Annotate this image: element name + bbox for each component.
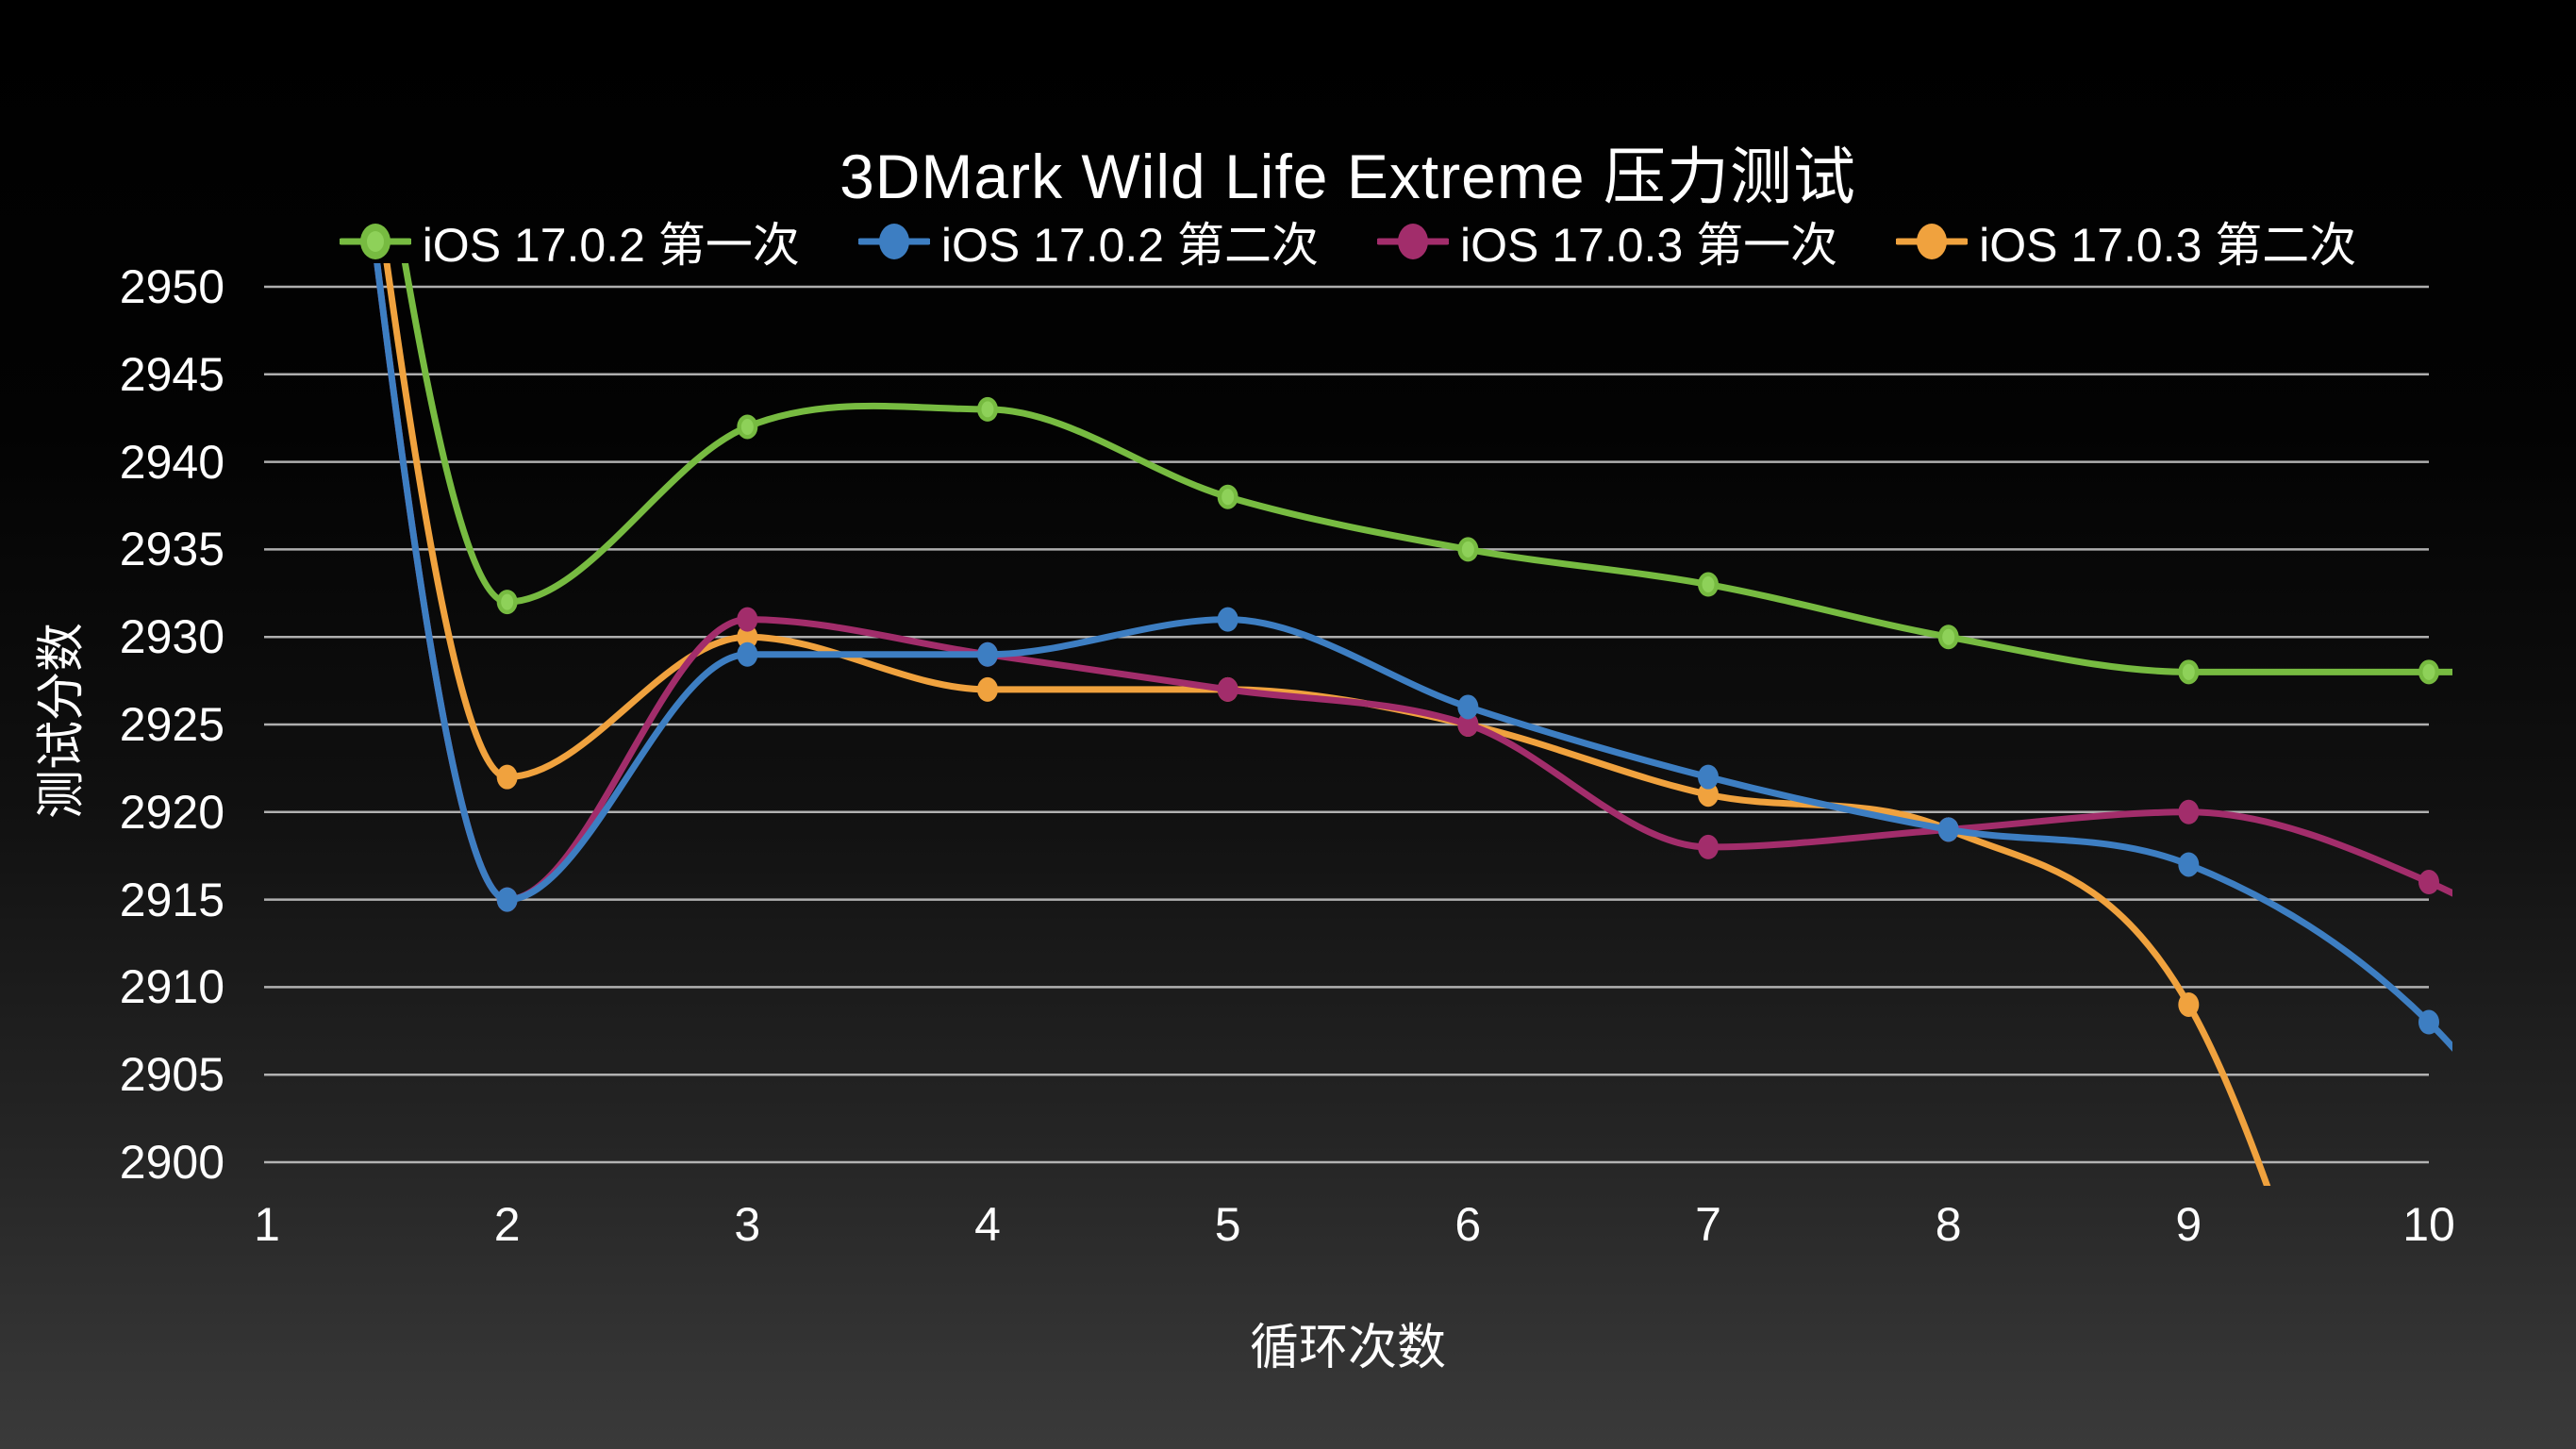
data-point[interactable] bbox=[1698, 834, 1719, 859]
data-point[interactable] bbox=[1698, 782, 1719, 808]
series-line bbox=[374, 263, 2452, 1052]
legend-item-3[interactable]: iOS 17.0.3 第二次 bbox=[1896, 208, 2356, 275]
x-axis-title: 循环次数 bbox=[1249, 1321, 1446, 1375]
y-tick-2900: 2900 bbox=[119, 1136, 224, 1189]
data-point[interactable] bbox=[977, 676, 998, 702]
y-tick-2905: 2905 bbox=[119, 1048, 224, 1102]
data-point[interactable] bbox=[2178, 799, 2200, 824]
series-iOS 17.0.2 第一次 bbox=[401, 263, 2452, 685]
x-tick-7: 7 bbox=[1695, 1198, 1721, 1251]
legend-marker-icon bbox=[1896, 224, 1969, 259]
data-point[interactable] bbox=[737, 625, 758, 650]
data-point-center bbox=[2422, 663, 2435, 680]
y-axis-title: 测试分数 bbox=[34, 622, 90, 820]
data-point[interactable] bbox=[2418, 870, 2439, 895]
data-point[interactable] bbox=[1217, 607, 1238, 632]
data-point[interactable] bbox=[1457, 694, 1479, 720]
series-iOS 17.0.2 第二次 bbox=[374, 263, 2452, 1052]
data-point-center bbox=[981, 401, 994, 418]
data-point-center bbox=[1942, 628, 1955, 645]
data-point[interactable] bbox=[2178, 991, 2200, 1017]
x-tick-8: 8 bbox=[1935, 1198, 1962, 1251]
series-line bbox=[401, 263, 2452, 675]
legend-label: iOS 17.0.3 第一次 bbox=[1460, 219, 1838, 272]
data-point-center bbox=[740, 418, 754, 435]
series-line bbox=[374, 263, 2452, 904]
legend-label: iOS 17.0.3 第二次 bbox=[1979, 219, 2357, 272]
x-tick-1: 1 bbox=[254, 1198, 280, 1251]
y-tick-2920: 2920 bbox=[119, 785, 224, 839]
data-point-center bbox=[501, 593, 514, 610]
data-point-center bbox=[1222, 489, 1235, 506]
x-tick-3: 3 bbox=[734, 1198, 761, 1251]
data-point[interactable] bbox=[2418, 1009, 2439, 1035]
data-point[interactable] bbox=[1937, 817, 1959, 842]
y-tick-2950: 2950 bbox=[119, 260, 224, 313]
y-tick-2910: 2910 bbox=[119, 960, 224, 1014]
data-point[interactable] bbox=[1698, 764, 1719, 790]
y-tick-2925: 2925 bbox=[119, 698, 224, 751]
gridlines bbox=[264, 285, 2429, 1164]
data-point[interactable] bbox=[737, 641, 758, 667]
series-line bbox=[383, 263, 2271, 1186]
legend: iOS 17.0.2 第一次 iOS 17.0.2 第二次 iOS 17.0.3 第… bbox=[173, 204, 2523, 279]
data-point[interactable] bbox=[496, 887, 518, 912]
y-tick-2915: 2915 bbox=[119, 873, 224, 926]
legend-marker-icon bbox=[1377, 224, 1449, 259]
x-tick-9: 9 bbox=[2175, 1198, 2202, 1251]
y-tick-2940: 2940 bbox=[119, 435, 224, 489]
legend-label: iOS 17.0.2 第一次 bbox=[422, 219, 800, 272]
y-tick-2935: 2935 bbox=[119, 523, 224, 576]
legend-label: iOS 17.0.2 第二次 bbox=[940, 219, 1319, 272]
x-tick-2: 2 bbox=[493, 1198, 521, 1251]
data-point[interactable] bbox=[1457, 712, 1479, 737]
x-tick-10: 10 bbox=[2402, 1198, 2455, 1251]
legend-item-2[interactable]: iOS 17.0.3 第一次 bbox=[1377, 208, 1837, 275]
x-tick-4: 4 bbox=[974, 1198, 1001, 1251]
x-tick-5: 5 bbox=[1214, 1198, 1241, 1251]
legend-marker-icon bbox=[339, 224, 411, 259]
data-point-center bbox=[1702, 576, 1715, 593]
data-point[interactable] bbox=[2178, 852, 2200, 877]
legend-marker-icon bbox=[857, 224, 930, 259]
data-point-center bbox=[2182, 663, 2195, 680]
data-point[interactable] bbox=[496, 764, 518, 790]
y-tick-2930: 2930 bbox=[119, 610, 224, 664]
data-point-center bbox=[1461, 541, 1474, 558]
legend-item-1[interactable]: iOS 17.0.2 第二次 bbox=[857, 208, 1319, 275]
x-tick-6: 6 bbox=[1454, 1198, 1482, 1251]
legend-item-0[interactable]: iOS 17.0.2 第一次 bbox=[339, 208, 800, 275]
data-point[interactable] bbox=[737, 607, 758, 632]
data-point[interactable] bbox=[1217, 676, 1238, 702]
y-tick-2945: 2945 bbox=[119, 347, 224, 401]
series-iOS 17.0.3 第一次 bbox=[374, 263, 2452, 912]
data-point[interactable] bbox=[977, 641, 998, 667]
chart-title: 3DMark Wild Life Extreme 压力测试 bbox=[839, 142, 1856, 211]
